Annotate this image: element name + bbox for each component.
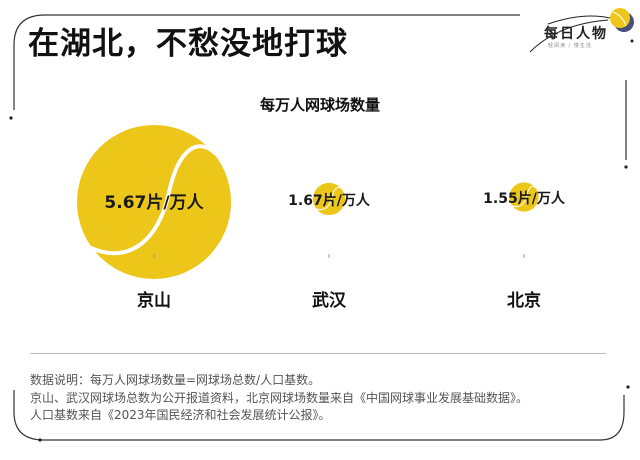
logo-text: 每日人物	[544, 26, 608, 42]
data-label: 1.55片/万人	[483, 190, 566, 207]
tennis-ball-bubble	[509, 182, 539, 212]
note-line: 京山、武汉网球场总数为公开报道资料，北京网球场数量来自《中国网球事业发展基础数据…	[30, 390, 529, 405]
ball-seam	[75, 144, 218, 256]
data-label: 1.67片/万人	[288, 192, 371, 209]
ball-seam	[509, 185, 537, 208]
category-label: 武汉	[312, 290, 347, 311]
ball-seam	[312, 186, 343, 211]
page-title: 在湖北，不愁没地打球	[28, 26, 348, 62]
logo	[529, 8, 634, 53]
tennis-ball-bubble	[77, 125, 231, 279]
note-line: 数据说明：每万人网球场数量=网球场总数/人口基数。	[30, 373, 321, 387]
data-notes: 数据说明：每万人网球场数量=网球场总数/人口基数。 京山、武汉网球场总数为公开报…	[30, 372, 528, 425]
frame-dot	[38, 438, 42, 442]
data-label: 5.67片/万人	[104, 192, 204, 213]
frame-dot	[9, 116, 13, 120]
chart-title: 每万人网球场数量	[259, 96, 380, 114]
frame-dot	[624, 165, 628, 169]
frame-border	[13, 14, 520, 110]
frame-dot	[626, 385, 630, 389]
category-label: 北京	[507, 290, 541, 311]
frame-border-bottom	[13, 390, 625, 441]
note-line: 人口基数来自《2023年国民经济和社会发展统计公报》。	[30, 408, 331, 422]
tennis-ball-bubble	[312, 182, 346, 216]
divider	[30, 353, 606, 354]
category-label: 京山	[137, 290, 171, 311]
logo-subtext: 轻阅读 / 慢生活	[548, 43, 592, 49]
